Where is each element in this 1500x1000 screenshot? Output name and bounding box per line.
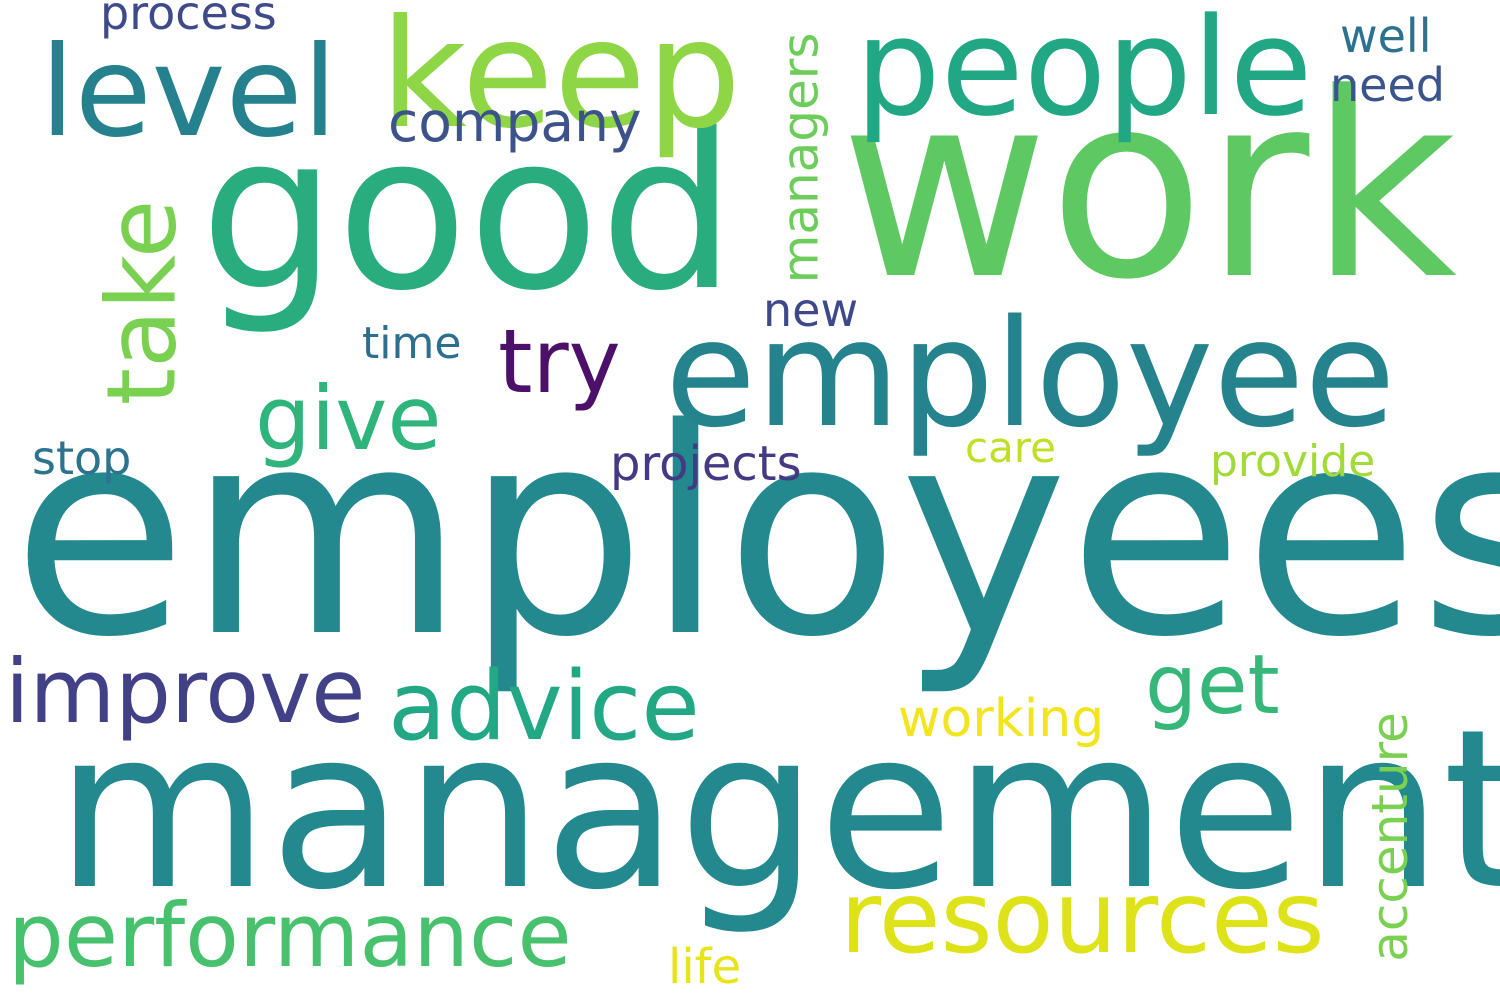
word-projects: projects [610,436,802,492]
word-improve: improve [5,640,366,743]
word-life: life [668,939,742,995]
word-managers: managers [771,32,830,284]
word-work: work [840,39,1458,336]
word-level: level [40,20,338,165]
word-stop: stop [32,431,132,485]
word-try: try [498,310,621,413]
word-people: people [855,0,1313,146]
word-get: get [1145,638,1280,733]
word-employees: employees [12,368,1500,700]
word-time: time [362,318,462,369]
word-well: well [1340,9,1432,63]
word-give: give [255,367,442,470]
word-care: care [965,423,1057,472]
word-advice: advice [388,652,700,762]
word-take: take [87,199,198,406]
word-new: new [763,283,859,337]
word-accenture: accenture [1360,712,1419,962]
word-keep: keep [380,0,742,162]
word-provide: provide [1210,436,1376,487]
word-working: working [898,689,1105,749]
word-company: company [388,90,642,154]
word-management: management [55,682,1500,938]
word-resources: resources [840,859,1325,976]
word-need: need [1330,58,1445,112]
word-good: good [200,87,737,338]
word-performance: performance [8,884,572,987]
word-process: process [100,0,277,40]
word-employee: employee [665,288,1396,460]
